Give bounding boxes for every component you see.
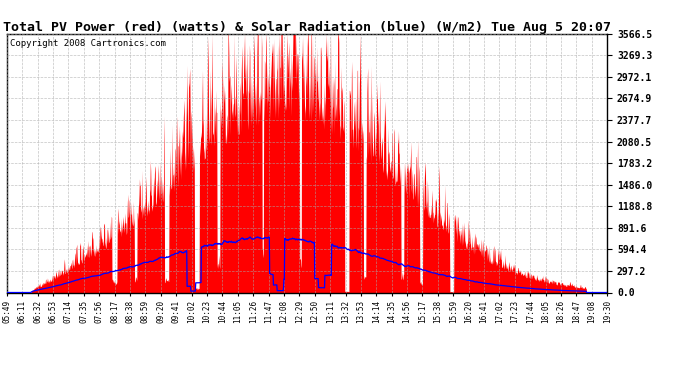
Title: Total PV Power (red) (watts) & Solar Radiation (blue) (W/m2) Tue Aug 5 20:07: Total PV Power (red) (watts) & Solar Rad…	[3, 21, 611, 34]
Text: Copyright 2008 Cartronics.com: Copyright 2008 Cartronics.com	[10, 39, 166, 48]
